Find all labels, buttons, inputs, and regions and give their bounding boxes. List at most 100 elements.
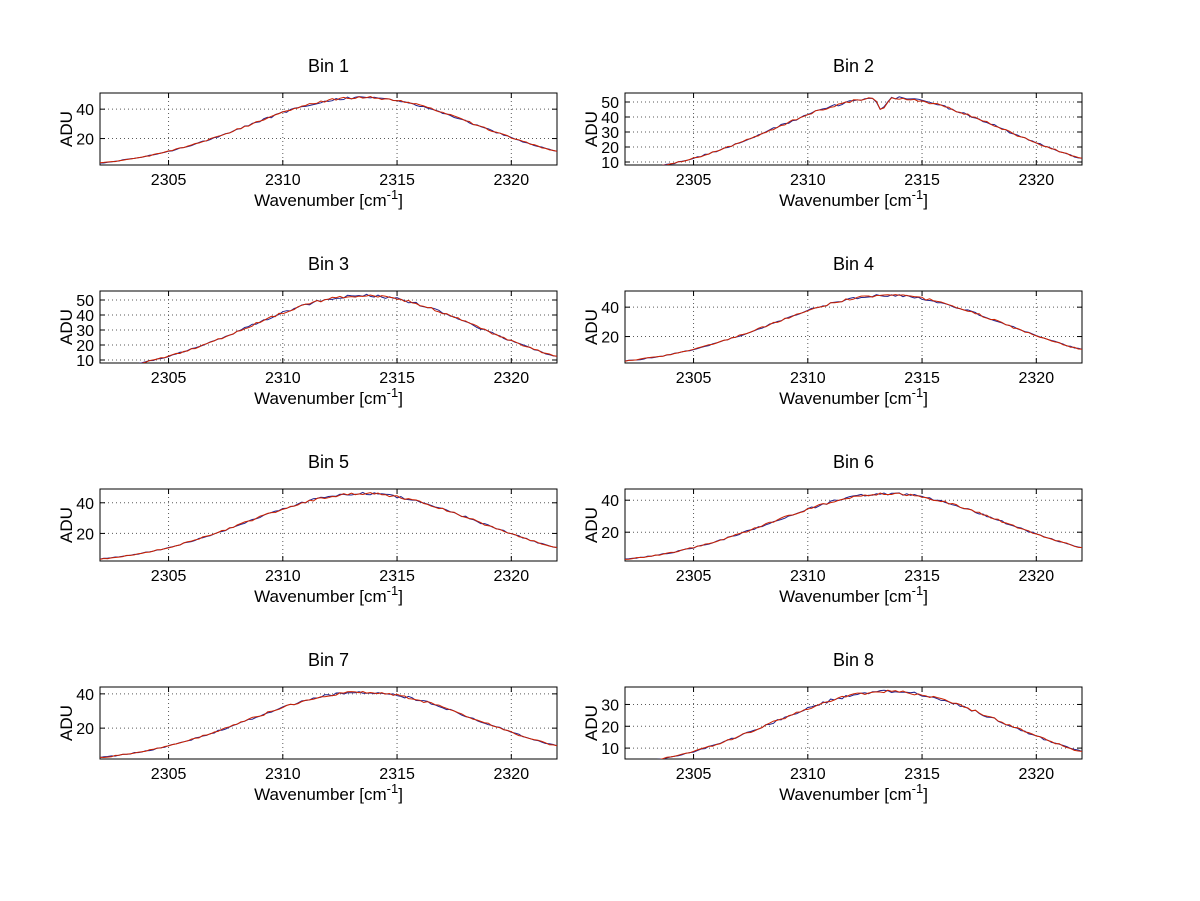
svg-text:10: 10 — [601, 155, 619, 172]
subplot-bin-5: Bin 5 ADU 2305 2310 2315 2320 20 40 Wavenumbe… — [40, 451, 600, 621]
plot-area-bin-1: 2305 2310 2315 2320 20 40 — [76, 92, 558, 189]
svg-text:2310: 2310 — [790, 370, 826, 387]
x-axis-label: Wavenumber [cm-1] — [100, 385, 557, 409]
svg-text:40: 40 — [601, 110, 619, 127]
svg-text:2310: 2310 — [265, 370, 301, 387]
x-axis-label-superscript: -1 — [386, 385, 399, 400]
plot-area-bin-4: 2305 2310 2315 2320 20 40 — [601, 290, 1083, 387]
svg-text:2320: 2320 — [1019, 172, 1055, 189]
svg-text:20: 20 — [76, 132, 94, 149]
svg-text:2320: 2320 — [1019, 568, 1055, 585]
svg-text:40: 40 — [601, 300, 619, 317]
svg-text:2315: 2315 — [379, 172, 415, 189]
x-axis-label-text: Wavenumber [cm — [254, 191, 387, 210]
svg-text:20: 20 — [601, 525, 619, 542]
svg-text:2315: 2315 — [379, 568, 415, 585]
svg-text:2305: 2305 — [151, 172, 187, 189]
subplot-bin-7: Bin 7 ADU 2305 2310 2315 2320 20 40 Wavenumbe… — [40, 649, 600, 819]
svg-text:2305: 2305 — [676, 172, 712, 189]
svg-text:30: 30 — [601, 698, 619, 715]
svg-text:2315: 2315 — [904, 370, 940, 387]
x-axis-label-text: Wavenumber [cm — [254, 389, 387, 408]
svg-text:40: 40 — [76, 308, 94, 325]
subplot-bin-3: Bin 3 ADU 2305 2310 2315 2320 10 20 30 40 50 Wav… — [40, 253, 600, 423]
x-axis-label-superscript: -1 — [386, 781, 399, 796]
x-axis-label-bracket: ] — [923, 191, 928, 210]
subplot-bin-4: Bin 4 ADU 2305 2310 2315 2320 20 40 Wavenumbe… — [565, 253, 1125, 423]
svg-text:2315: 2315 — [904, 172, 940, 189]
svg-text:50: 50 — [601, 95, 619, 112]
x-axis-label-bracket: ] — [398, 785, 403, 804]
x-axis-label-text: Wavenumber [cm — [254, 785, 387, 804]
subplot-title: Bin 6 — [832, 452, 875, 472]
svg-text:10: 10 — [601, 741, 619, 758]
svg-text:30: 30 — [601, 125, 619, 142]
svg-text:2310: 2310 — [265, 568, 301, 585]
svg-text:2315: 2315 — [379, 766, 415, 783]
x-axis-label-superscript: -1 — [911, 385, 924, 400]
svg-text:20: 20 — [601, 140, 619, 157]
svg-text:2320: 2320 — [494, 766, 530, 783]
subplot-title: Bin 1 — [307, 56, 350, 76]
svg-text:2320: 2320 — [494, 568, 530, 585]
x-axis-label-text: Wavenumber [cm — [779, 785, 912, 804]
subplot-title: Bin 2 — [832, 56, 875, 76]
svg-text:40: 40 — [76, 496, 94, 513]
x-axis-label: Wavenumber [cm-1] — [625, 781, 1082, 805]
svg-text:2310: 2310 — [265, 172, 301, 189]
svg-text:2320: 2320 — [494, 370, 530, 387]
x-axis-label-superscript: -1 — [386, 187, 399, 202]
svg-text:10: 10 — [76, 353, 94, 370]
subplot-title: Bin 8 — [832, 650, 875, 670]
x-axis-label-bracket: ] — [923, 587, 928, 606]
svg-text:40: 40 — [76, 102, 94, 119]
svg-text:2320: 2320 — [494, 172, 530, 189]
plot-area-bin-5: 2305 2310 2315 2320 20 40 — [76, 488, 558, 585]
svg-text:30: 30 — [76, 323, 94, 340]
svg-text:2320: 2320 — [1019, 766, 1055, 783]
x-axis-label: Wavenumber [cm-1] — [100, 781, 557, 805]
x-axis-label: Wavenumber [cm-1] — [625, 583, 1082, 607]
svg-text:2315: 2315 — [904, 568, 940, 585]
x-axis-label-text: Wavenumber [cm — [779, 191, 912, 210]
x-axis-label-bracket: ] — [398, 587, 403, 606]
svg-text:40: 40 — [76, 687, 94, 704]
svg-text:2305: 2305 — [676, 568, 712, 585]
svg-text:2305: 2305 — [151, 766, 187, 783]
x-axis-label: Wavenumber [cm-1] — [100, 187, 557, 211]
svg-text:2310: 2310 — [265, 766, 301, 783]
svg-text:2320: 2320 — [1019, 370, 1055, 387]
x-axis-label-bracket: ] — [923, 389, 928, 408]
x-axis-label-text: Wavenumber [cm — [779, 389, 912, 408]
svg-text:40: 40 — [601, 493, 619, 510]
x-axis-label-superscript: -1 — [911, 781, 924, 796]
svg-text:20: 20 — [76, 338, 94, 355]
svg-text:2305: 2305 — [676, 370, 712, 387]
x-axis-label-superscript: -1 — [386, 583, 399, 598]
subplot-title: Bin 3 — [307, 254, 350, 274]
svg-text:20: 20 — [76, 721, 94, 738]
plot-area-bin-7: 2305 2310 2315 2320 20 40 — [76, 686, 558, 783]
svg-text:2310: 2310 — [790, 766, 826, 783]
x-axis-label: Wavenumber [cm-1] — [625, 187, 1082, 211]
plot-area-bin-6: 2305 2310 2315 2320 20 40 — [601, 488, 1083, 585]
x-axis-label: Wavenumber [cm-1] — [625, 385, 1082, 409]
subplot-bin-2: Bin 2 ADU 2305 2310 2315 2320 10 20 30 40 50 Wav… — [565, 55, 1125, 225]
x-axis-label: Wavenumber [cm-1] — [100, 583, 557, 607]
x-axis-label-superscript: -1 — [911, 583, 924, 598]
svg-text:2305: 2305 — [151, 568, 187, 585]
svg-text:2315: 2315 — [904, 766, 940, 783]
x-axis-label-text: Wavenumber [cm — [254, 587, 387, 606]
x-axis-label-bracket: ] — [398, 389, 403, 408]
x-axis-label-bracket: ] — [398, 191, 403, 210]
svg-text:2305: 2305 — [151, 370, 187, 387]
svg-text:2310: 2310 — [790, 172, 826, 189]
svg-text:2305: 2305 — [676, 766, 712, 783]
subplot-title: Bin 5 — [307, 452, 350, 472]
svg-text:20: 20 — [601, 719, 619, 736]
x-axis-label-superscript: -1 — [911, 187, 924, 202]
subplot-bin-8: Bin 8 ADU 2305 2310 2315 2320 10 20 30 Wavenum… — [565, 649, 1125, 819]
